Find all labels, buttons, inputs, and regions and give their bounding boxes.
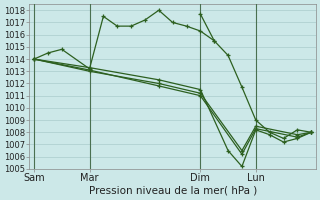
X-axis label: Pression niveau de la mer( hPa ): Pression niveau de la mer( hPa ) bbox=[89, 186, 257, 196]
